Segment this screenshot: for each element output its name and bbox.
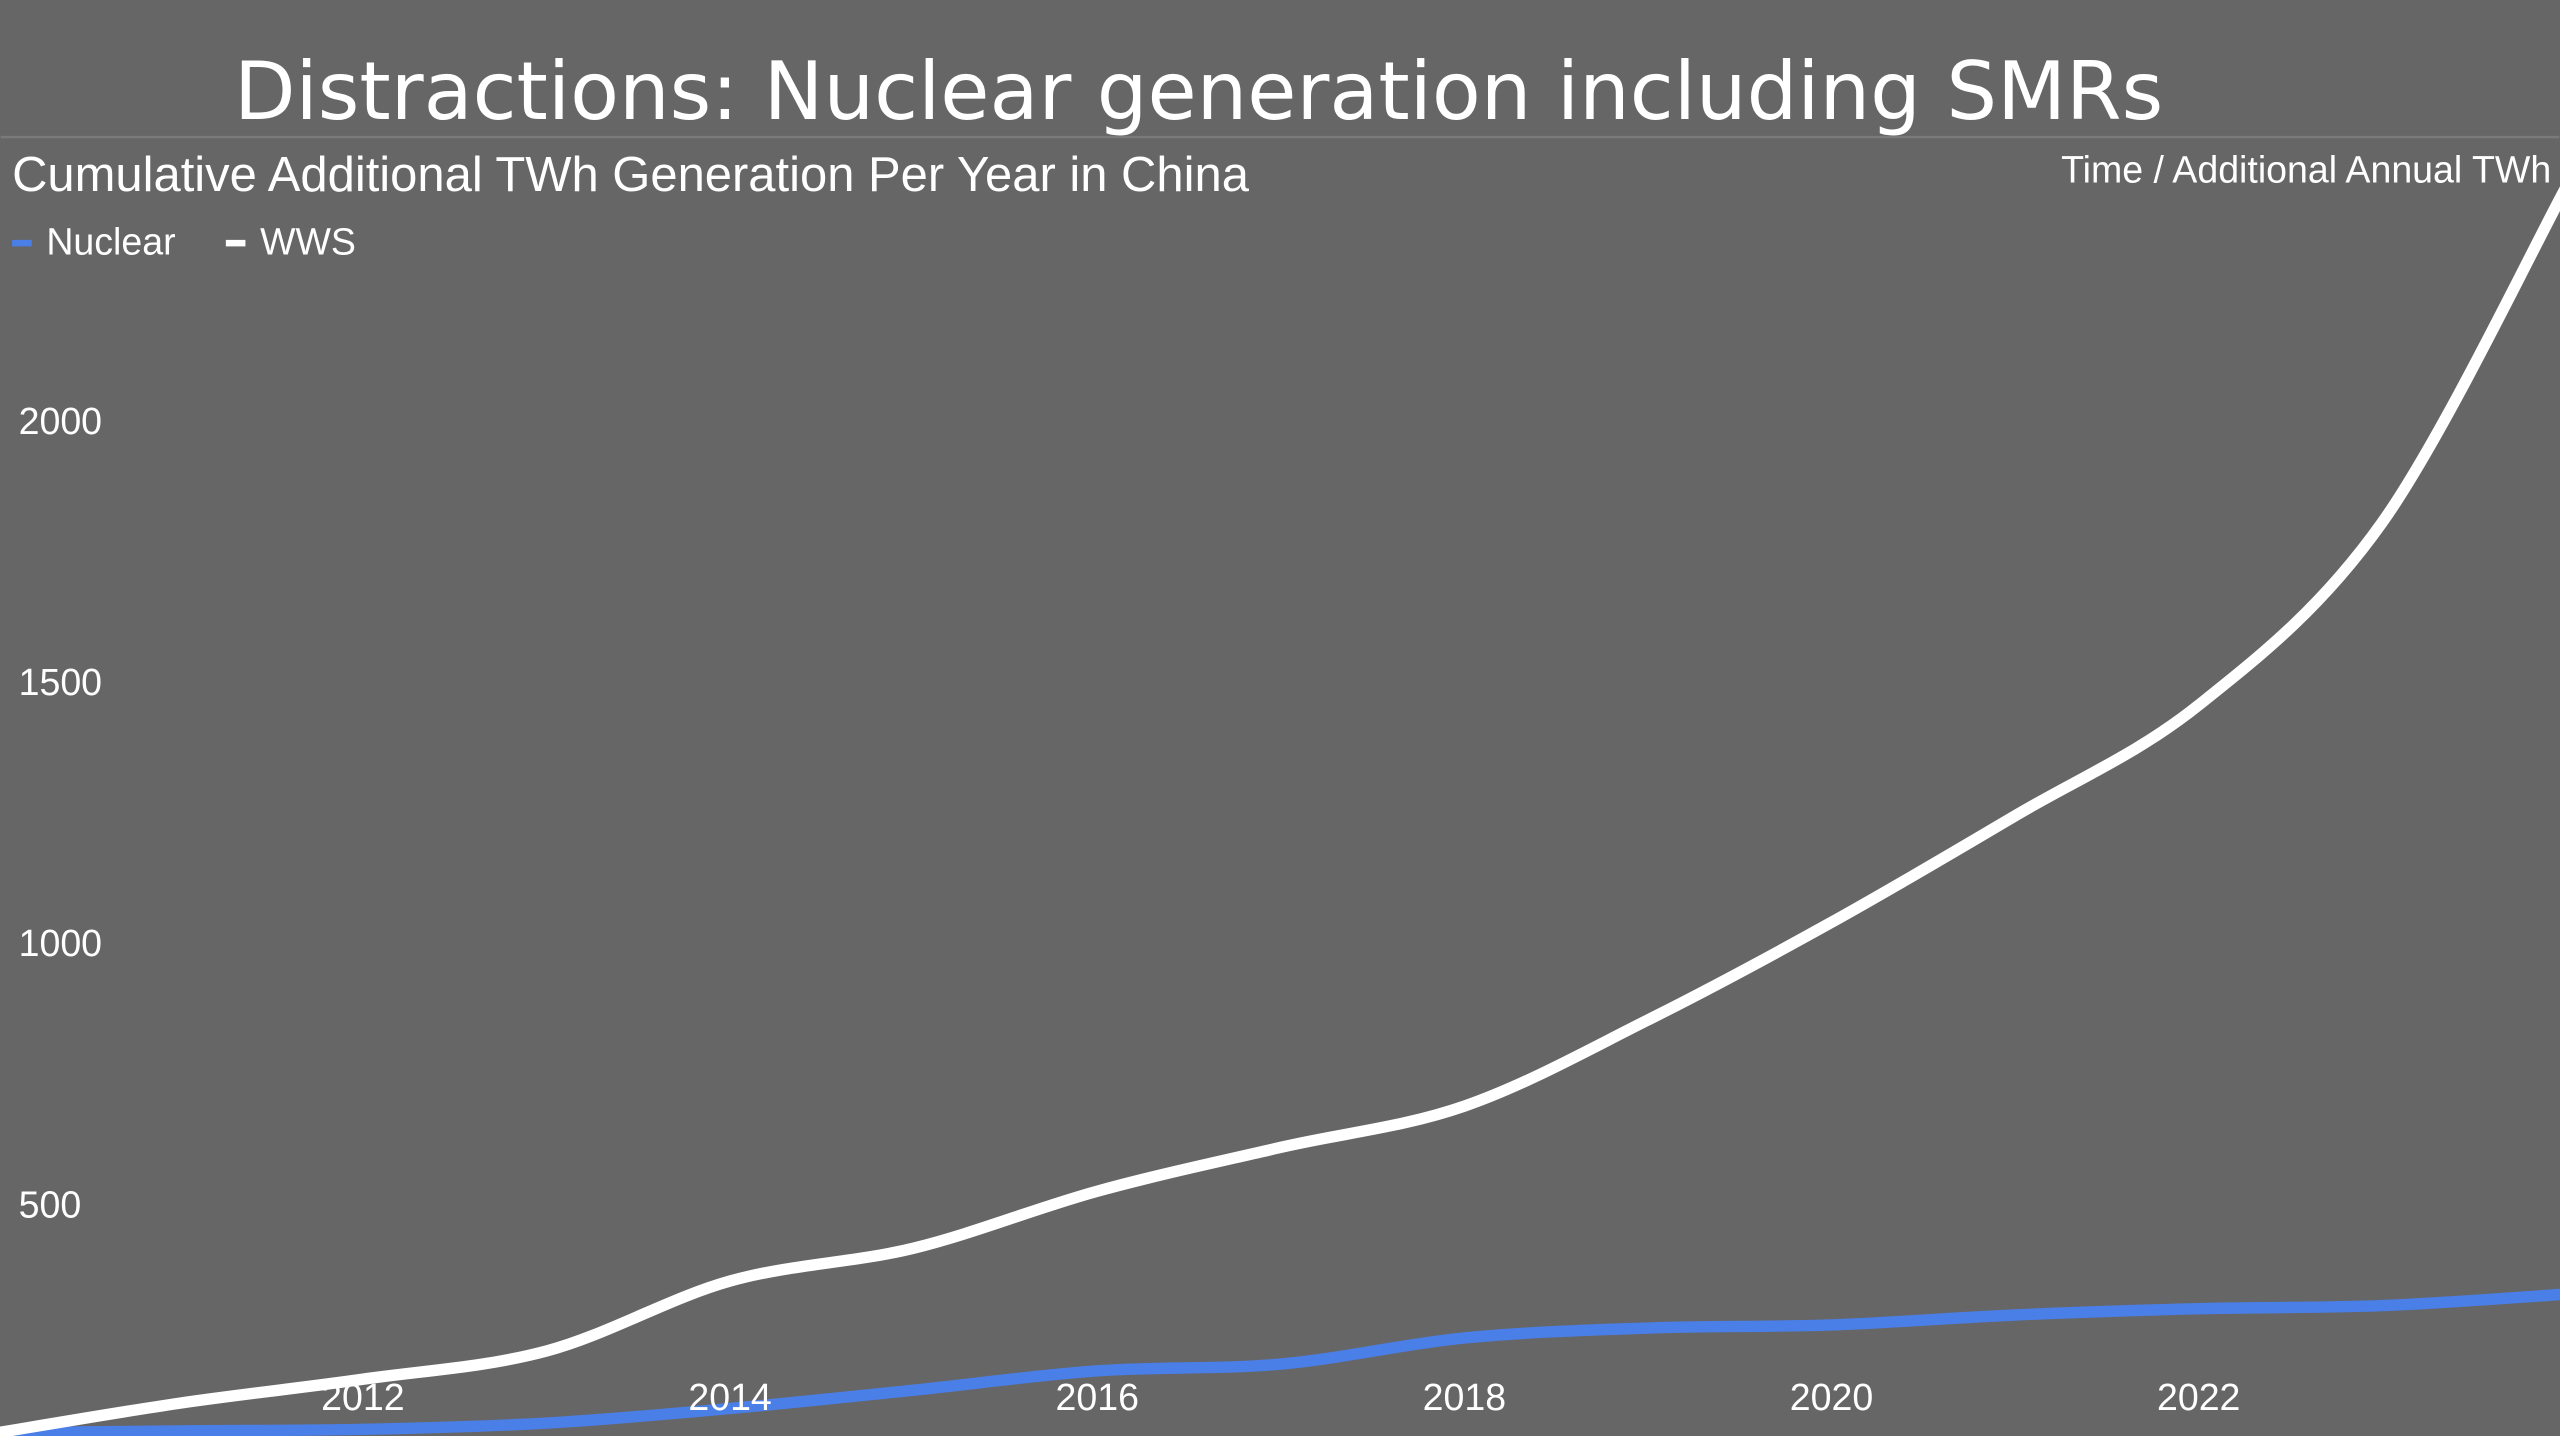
- y-tick-label: 500: [19, 1183, 82, 1225]
- x-tick-label: 2016: [1056, 1376, 1139, 1418]
- axis-caption: Time / Additional Annual TWh: [2061, 149, 2551, 191]
- x-axis: 2012 2014 2016 2018 2020 2022: [321, 1376, 2240, 1418]
- x-tick-label: 2018: [1423, 1376, 1506, 1418]
- legend-swatch-wws: [225, 239, 246, 247]
- legend-swatch-nuclear: [12, 239, 32, 247]
- legend: Nuclear WWS: [12, 221, 356, 263]
- x-tick-label: 2014: [688, 1376, 771, 1418]
- y-tick-label: 1000: [19, 922, 102, 964]
- y-tick-label: 1500: [19, 661, 102, 703]
- chart-title: Cumulative Additional TWh Generation Per…: [12, 148, 1250, 202]
- y-tick-label: 2000: [19, 400, 102, 442]
- series-line-wws: [0, 186, 2560, 1436]
- x-tick-label: 2022: [2157, 1376, 2240, 1418]
- plot-area: [0, 186, 2560, 1436]
- x-tick-label: 2020: [1790, 1376, 1873, 1418]
- legend-label-nuclear: Nuclear: [46, 221, 175, 263]
- series-line-nuclear: [0, 1288, 2560, 1436]
- legend-label-wws: WWS: [260, 221, 356, 263]
- y-axis: 500 1000 1500 2000: [19, 400, 102, 1225]
- slide-title: Distractions: Nuclear generation includi…: [234, 45, 2163, 138]
- x-tick-label: 2012: [321, 1376, 404, 1418]
